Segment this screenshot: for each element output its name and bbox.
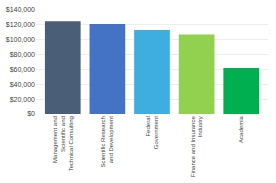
svg-text:Scientific Researchand Develop: Scientific Researchand Development <box>100 116 114 168</box>
svg-text:FederalGovernment: FederalGovernment <box>145 116 159 149</box>
svg-text:$0: $0 <box>27 110 35 117</box>
svg-text:Finance and InsuranceIndustry: Finance and InsuranceIndustry <box>190 116 204 178</box>
svg-text:$40,000: $40,000 <box>10 81 35 88</box>
svg-text:Academia: Academia <box>238 116 244 143</box>
svg-text:$80,000: $80,000 <box>10 51 35 58</box>
svg-text:$140,000: $140,000 <box>6 6 35 13</box>
svg-text:$20,000: $20,000 <box>10 96 35 103</box>
svg-text:$120,000: $120,000 <box>6 21 35 28</box>
svg-text:$100,000: $100,000 <box>6 36 35 43</box>
svg-text:Management andScientific andTe: Management andScientific andTechnical Co… <box>52 116 74 171</box>
svg-text:$60,000: $60,000 <box>10 66 35 73</box>
